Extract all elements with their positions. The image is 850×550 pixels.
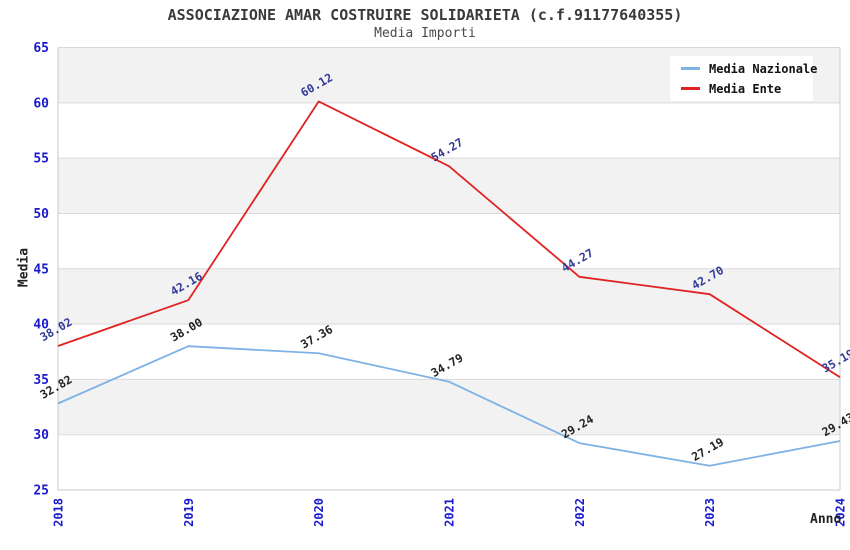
legend-item-media-ente: Media Ente bbox=[681, 81, 813, 97]
x-tick-label: 2022 bbox=[573, 498, 587, 527]
legend-item-media-nazionale: Media Nazionale bbox=[681, 61, 817, 77]
x-tick-label: 2018 bbox=[52, 498, 66, 527]
y-tick-label: 65 bbox=[33, 41, 49, 56]
media-ente-line-swatch bbox=[681, 87, 700, 90]
plot-band bbox=[58, 434, 840, 490]
plot-band bbox=[58, 324, 840, 380]
plot-band bbox=[58, 102, 840, 159]
y-tick-label: 40 bbox=[33, 318, 49, 333]
chart-title: ASSOCIAZIONE AMAR COSTRUIRE SOLIDARIETA … bbox=[167, 6, 683, 24]
x-tick-label: 2019 bbox=[182, 498, 196, 527]
x-tick-label: 2021 bbox=[443, 498, 457, 527]
plot-band bbox=[58, 379, 840, 435]
y-tick-label: 45 bbox=[33, 262, 49, 277]
legend-label-media-ente: Media Ente bbox=[709, 81, 782, 96]
series-line-media-nazionale bbox=[57, 345, 841, 467]
y-tick-label: 35 bbox=[33, 373, 49, 388]
y-tick-label: 55 bbox=[33, 152, 49, 167]
x-tick-label: 2020 bbox=[312, 498, 326, 527]
y-tick-label: 60 bbox=[33, 96, 49, 111]
y-tick-label: 30 bbox=[33, 428, 49, 443]
series-line-media-ente bbox=[57, 100, 841, 379]
plot-band bbox=[58, 268, 840, 325]
legend: Media Nazionale Media Ente bbox=[669, 55, 817, 102]
x-tick-label: 2024 bbox=[834, 498, 848, 527]
chart-subtitle: Media Importi bbox=[374, 26, 476, 41]
plot-band bbox=[58, 213, 840, 269]
media-nazionale-line-swatch bbox=[681, 67, 700, 70]
x-tick-label: 2023 bbox=[703, 498, 717, 527]
legend-label-media-nazionale: Media Nazionale bbox=[709, 61, 818, 76]
y-tick-label: 50 bbox=[33, 207, 49, 222]
y-tick-label: 25 bbox=[33, 484, 49, 499]
x-axis-label: Anno bbox=[810, 512, 842, 527]
